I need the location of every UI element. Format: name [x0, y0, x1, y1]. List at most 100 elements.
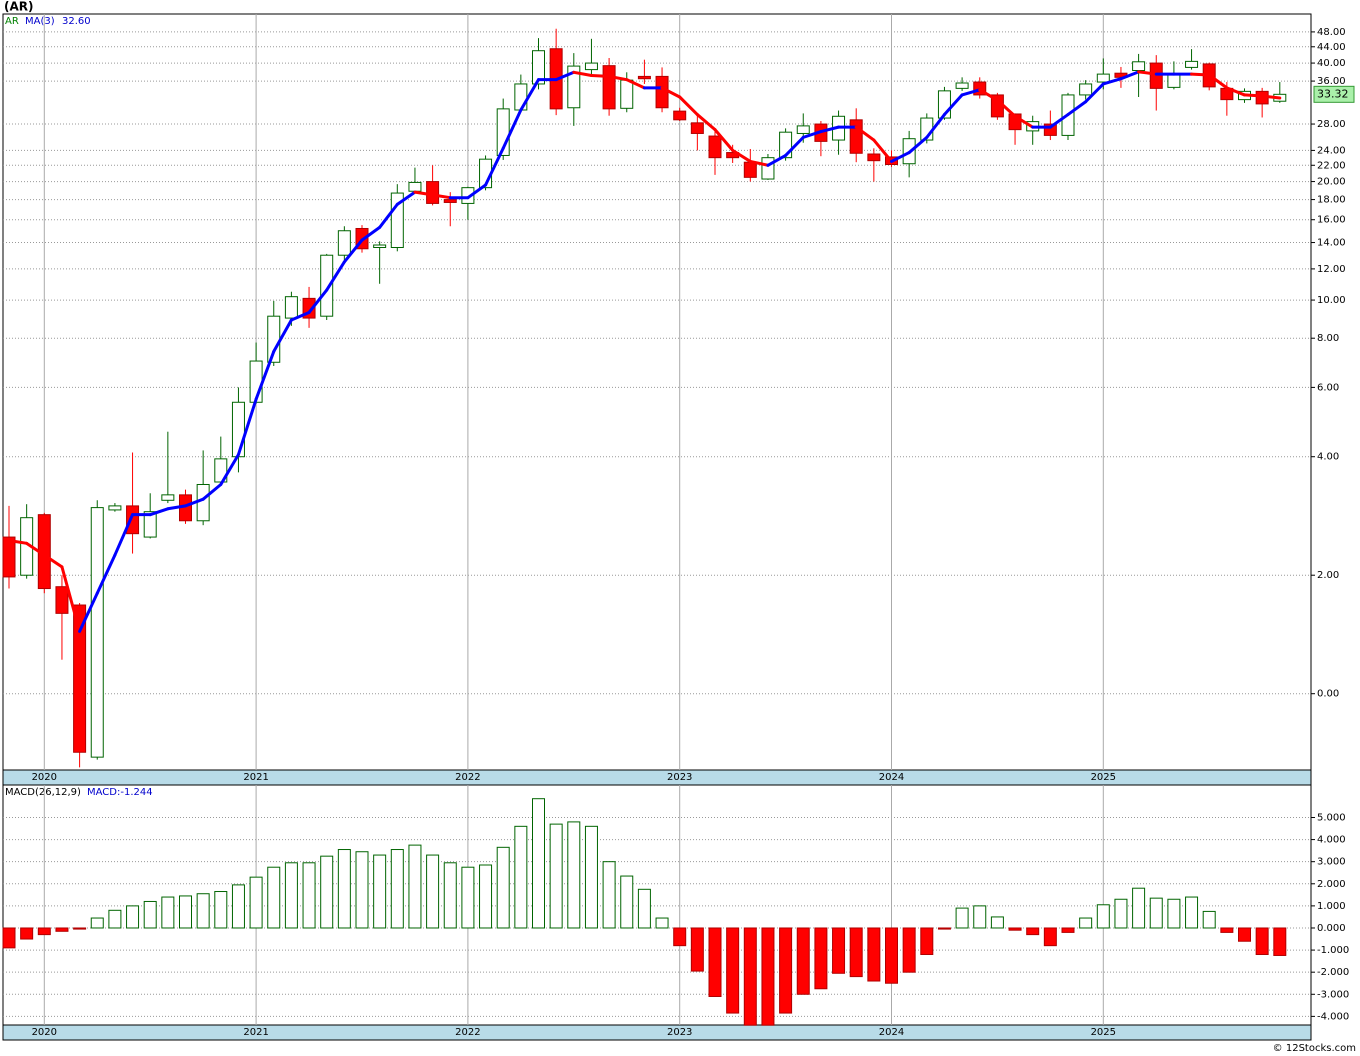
x-tick-label: 2023 [667, 1027, 692, 1038]
macd-bar [1079, 917, 1093, 929]
macd-bar [20, 927, 34, 940]
macd-bar [1238, 927, 1251, 942]
macd-bar [990, 916, 1004, 929]
y-tick-label: 16.00 [1317, 215, 1346, 226]
macd-value: MACD:-1.244 [87, 787, 153, 798]
ma-segment [678, 95, 699, 117]
x-tick-label: 2025 [1091, 772, 1116, 783]
ma-segment [395, 190, 417, 206]
ma-segment [1137, 70, 1158, 76]
macd-bar [796, 927, 810, 995]
candle-body [1096, 73, 1110, 83]
macd-bar [708, 927, 722, 997]
macd-bar [1026, 927, 1040, 936]
candle-body [55, 586, 69, 614]
macd-bar [214, 891, 228, 929]
macd-bar [620, 875, 634, 929]
candle-body [443, 199, 457, 203]
ma-segment [925, 113, 946, 139]
y-tick-label: 28.00 [1317, 119, 1346, 130]
macd-bar [743, 927, 757, 1026]
macd-bar [602, 861, 616, 929]
candle-body [849, 119, 863, 154]
ma-segment [713, 128, 735, 152]
ma-segment [554, 70, 576, 82]
macd-bar [1149, 897, 1163, 929]
macd-bar [1202, 910, 1216, 929]
year-strip [2, 1024, 1312, 1041]
ma-segment [748, 159, 770, 167]
macd-bar [937, 927, 951, 930]
ma-segment [872, 138, 893, 163]
ma-segment [766, 153, 788, 167]
x-tick-label: 2024 [879, 1027, 904, 1038]
ma-segment [325, 260, 346, 292]
ma-segment [307, 288, 329, 314]
symbol-label: AR [5, 16, 19, 27]
macd-bar [849, 927, 863, 978]
ma-segment [695, 113, 717, 132]
macd-bar [1273, 927, 1287, 956]
candle-body [196, 483, 210, 522]
macd-bar [637, 888, 651, 929]
ma-segment [78, 591, 99, 633]
ma-segment [360, 225, 382, 242]
macd-bar [779, 927, 793, 1014]
candle-body [373, 244, 387, 249]
macd-title: MACD(26,12,9) [5, 787, 81, 798]
macd-bar [1255, 927, 1269, 956]
ma-segment [201, 482, 223, 501]
macd-bar [1043, 927, 1057, 947]
y-tick-label: 22.00 [1317, 160, 1346, 171]
ma-segment [1190, 72, 1211, 77]
candle-body [1167, 73, 1181, 88]
y-tick-label: 6.00 [1317, 382, 1339, 393]
ma-value: 32.60 [62, 16, 91, 27]
macd-bar [390, 849, 404, 929]
y-tick-label: -3.000 [1317, 989, 1349, 1000]
macd-bar [867, 927, 881, 982]
x-tick-label: 2020 [32, 1027, 57, 1038]
macd-bar [920, 927, 934, 956]
ma-segment [95, 553, 117, 595]
candle-body [955, 82, 969, 89]
macd-bar [1008, 927, 1022, 931]
candle-body [743, 161, 757, 178]
y-tick-label: -1.000 [1317, 945, 1349, 956]
ma-segment [995, 98, 1017, 118]
y-tick-label: 5.000 [1317, 812, 1346, 823]
ma-segment [1101, 77, 1123, 86]
ma-segment [289, 310, 311, 322]
macd-bar [479, 864, 493, 929]
y-tick-label: 0.000 [1317, 923, 1346, 934]
macd-bar [355, 851, 369, 929]
candle-body [461, 187, 475, 204]
candle-body [1079, 83, 1093, 96]
ma-segment [466, 183, 488, 200]
ma-segment [1243, 93, 1264, 98]
candle-body [2, 536, 16, 578]
y-tick-label: 44.00 [1317, 42, 1346, 53]
ma-segment [272, 318, 293, 354]
candle-body [126, 505, 140, 535]
y-tick-label: 2.000 [1317, 879, 1346, 890]
candle-body [532, 50, 545, 85]
ma-segment [519, 78, 540, 112]
y-tick-label: 3.000 [1317, 857, 1346, 868]
y-tick-label: 40.00 [1317, 58, 1346, 69]
y-tick-label: 8.00 [1317, 333, 1339, 344]
macd-bar [108, 909, 122, 929]
macd-bar [1061, 927, 1075, 933]
candle-body [1132, 61, 1146, 71]
macd-bar [1114, 898, 1128, 929]
candle-body [73, 604, 87, 753]
macd-bar [902, 927, 916, 973]
macd-bar [1096, 904, 1110, 929]
ma-segment [484, 146, 505, 187]
macd-bar [37, 927, 51, 936]
ma-segment [907, 135, 929, 155]
ma-segment [801, 130, 823, 139]
ma-segment [166, 504, 187, 511]
ma-segment [572, 70, 593, 77]
candle-body [637, 75, 651, 80]
